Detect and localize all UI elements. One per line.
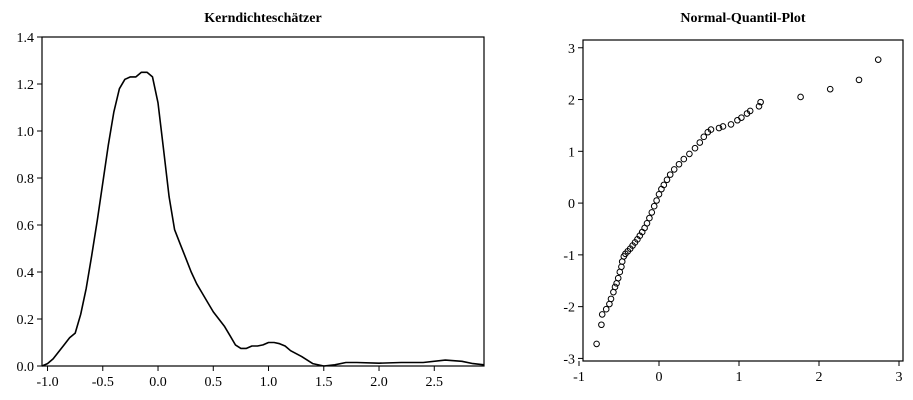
qq-point bbox=[598, 321, 605, 329]
qq-point bbox=[746, 107, 754, 115]
qq-point bbox=[797, 93, 804, 101]
qq-y-axis: -3 -2 -1 0 1 2 3 bbox=[563, 42, 583, 367]
y-tick-label: 0.2 bbox=[17, 313, 35, 328]
y-tick-label: -3 bbox=[563, 352, 575, 367]
qq-point bbox=[602, 305, 610, 313]
qq-point bbox=[655, 190, 663, 198]
x-tick-label: 2.5 bbox=[426, 375, 444, 390]
y-tick-label: 0.4 bbox=[17, 266, 35, 281]
qq-point bbox=[738, 114, 745, 121]
x-tick-label: 1.5 bbox=[315, 375, 333, 390]
y-tick-label: -2 bbox=[563, 301, 575, 316]
qq-point bbox=[691, 144, 699, 152]
y-tick-label: 0.0 bbox=[17, 360, 35, 375]
qq-point bbox=[663, 176, 671, 184]
qq-point bbox=[700, 133, 708, 141]
qq-point bbox=[707, 126, 715, 133]
qq-point bbox=[643, 219, 651, 227]
qq-point bbox=[675, 160, 683, 168]
qq-point bbox=[646, 214, 653, 222]
x-tick-label: 1.0 bbox=[260, 375, 278, 390]
y-tick-label: 0.6 bbox=[17, 219, 35, 234]
y-tick-label: 1.0 bbox=[17, 125, 35, 140]
x-tick-label: 0.5 bbox=[205, 375, 223, 390]
y-tick-label: 2 bbox=[568, 94, 575, 109]
qq-panel: Normal-Quantil-Plot -1 0 1 2 3 -3 -2 -1 0 1 2 3 bbox=[563, 11, 904, 385]
density-chart-title: Kerndichteschätzer bbox=[204, 11, 321, 26]
y-tick-label: 1.4 bbox=[17, 31, 35, 46]
qq-x-axis: -1 0 1 2 3 bbox=[573, 361, 903, 385]
qq-point bbox=[653, 197, 660, 204]
qq-point bbox=[874, 56, 882, 63]
qq-point bbox=[757, 98, 764, 106]
qq-point bbox=[593, 340, 600, 348]
qq-point bbox=[611, 283, 619, 291]
density-curve bbox=[41, 71, 485, 367]
qq-point bbox=[666, 171, 674, 178]
density-panel: Kerndichteschätzer -1.0 -0.5 0.0 0.5 1.0 1.5 2… bbox=[17, 11, 485, 390]
qq-point bbox=[650, 202, 658, 210]
qq-point bbox=[670, 166, 678, 173]
qq-point bbox=[686, 150, 693, 158]
x-tick-label: 0.0 bbox=[149, 375, 167, 390]
x-tick-label: -0.5 bbox=[92, 375, 114, 390]
qq-points bbox=[593, 56, 882, 348]
qq-point bbox=[696, 139, 704, 146]
qq-point bbox=[727, 121, 735, 128]
qq-point bbox=[680, 155, 688, 163]
density-plot-frame bbox=[41, 36, 485, 367]
qq-point bbox=[715, 124, 723, 132]
qq-point bbox=[648, 209, 656, 216]
qq-point bbox=[607, 295, 615, 303]
y-tick-label: 0.8 bbox=[17, 172, 35, 187]
x-tick-label: 1 bbox=[736, 370, 743, 385]
x-tick-label: 2 bbox=[816, 370, 823, 385]
y-tick-label: 0 bbox=[568, 197, 575, 212]
density-y-axis: 0.0 0.2 0.4 0.6 0.8 1.0 1.2 1.4 bbox=[17, 31, 42, 375]
qq-point bbox=[618, 263, 625, 271]
x-tick-label: -1 bbox=[573, 370, 585, 385]
qq-point bbox=[719, 123, 727, 130]
qq-point bbox=[660, 181, 668, 189]
y-tick-label: -1 bbox=[563, 249, 575, 264]
y-tick-label: 3 bbox=[568, 42, 575, 57]
qq-chart-title: Normal-Quantil-Plot bbox=[680, 11, 806, 26]
qq-point bbox=[614, 274, 622, 282]
density-x-axis: -1.0 -0.5 0.0 0.5 1.0 1.5 2.0 2.5 bbox=[36, 366, 443, 390]
qq-point bbox=[755, 102, 763, 110]
qq-plot-frame bbox=[582, 39, 904, 362]
x-tick-label: 2.0 bbox=[370, 375, 388, 390]
qq-point bbox=[598, 311, 606, 318]
x-tick-label: -1.0 bbox=[36, 375, 58, 390]
y-tick-label: 1 bbox=[568, 145, 575, 160]
x-tick-label: 0 bbox=[656, 370, 663, 385]
x-tick-label: 3 bbox=[896, 370, 903, 385]
qq-point bbox=[855, 76, 863, 84]
y-tick-label: 1.2 bbox=[17, 78, 35, 93]
qq-point bbox=[826, 85, 834, 93]
